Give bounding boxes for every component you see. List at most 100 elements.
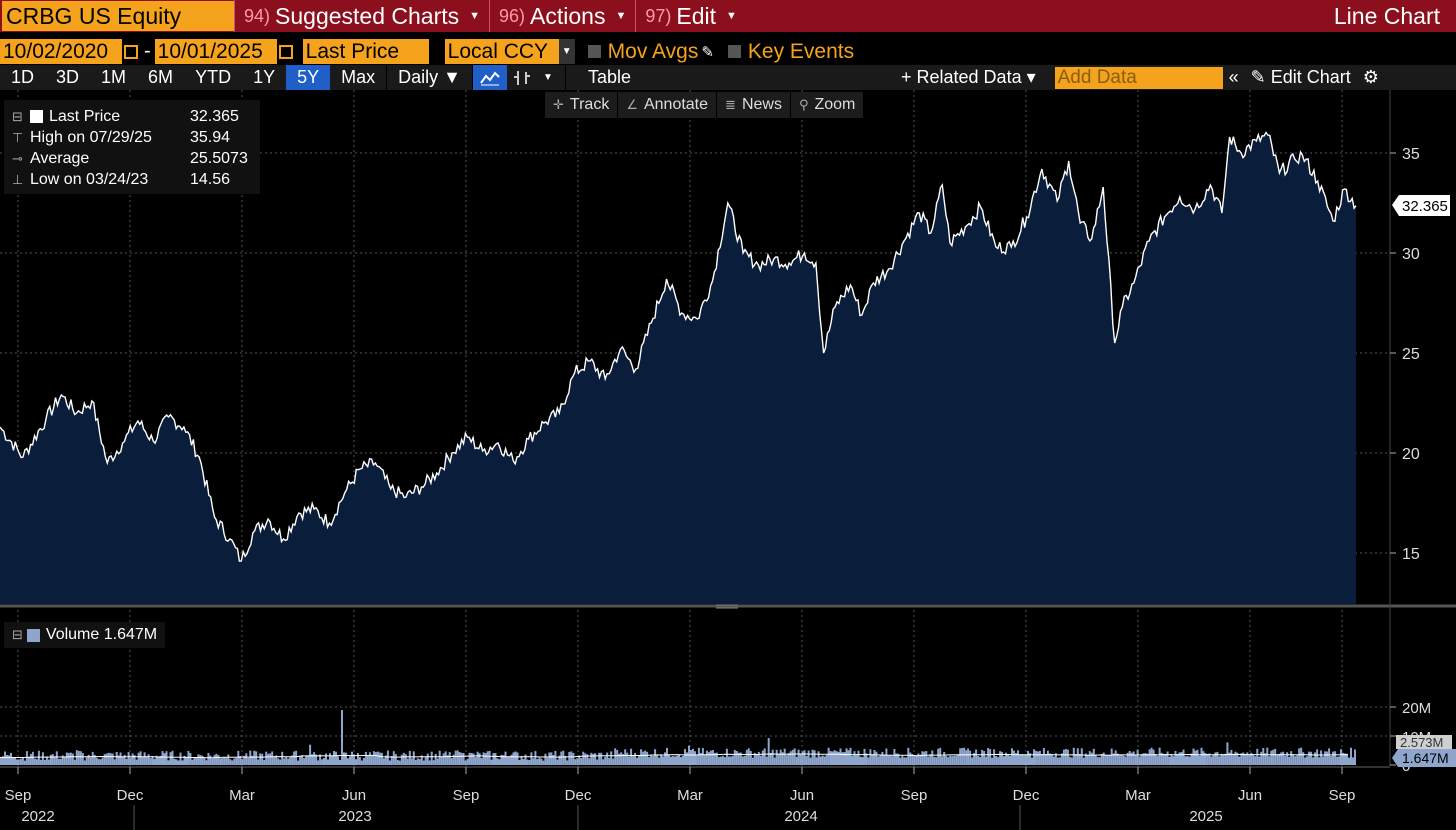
- price-legend[interactable]: ⊟ Last Price 32.365 ⊤ High on 07/29/25 35.…: [4, 100, 260, 194]
- volume-bar: [1124, 756, 1127, 765]
- volume-bar: [1066, 749, 1069, 765]
- chart-type-dropdown[interactable]: ▼: [537, 65, 559, 90]
- volume-bar: [897, 753, 900, 765]
- gear-icon[interactable]: ⚙: [1362, 67, 1379, 87]
- volume-bar: [865, 753, 868, 765]
- start-date-input[interactable]: 10/02/2020: [0, 39, 122, 64]
- volume-bar: [1336, 756, 1339, 765]
- volume-bars: [0, 710, 1356, 765]
- line-chart-icon[interactable]: [472, 65, 507, 90]
- x-tick-label: Sep: [5, 787, 32, 804]
- volume-bar: [1312, 757, 1315, 765]
- volume-bar: [1104, 755, 1107, 765]
- volume-bar: [47, 759, 50, 765]
- price-line: [0, 131, 1357, 562]
- volume-bar: [620, 752, 623, 765]
- volume-bar: [863, 748, 866, 765]
- volume-bar: [584, 753, 587, 765]
- table-button[interactable]: Table: [587, 67, 631, 87]
- volume-bar: [909, 752, 912, 765]
- collapse-icon[interactable]: ⊟: [12, 108, 23, 124]
- zoom-button[interactable]: ⚲ Zoom: [791, 92, 865, 118]
- field-select[interactable]: Last Price: [302, 39, 429, 64]
- period-6m[interactable]: 6M: [148, 67, 174, 87]
- volume-bar: [809, 757, 812, 765]
- pencil-icon[interactable]: ✎: [701, 43, 714, 61]
- frequency-select[interactable]: Daily ▼: [398, 67, 461, 87]
- edit-chart-button[interactable]: ✎ Edit Chart: [1245, 65, 1357, 90]
- volume-bar: [825, 755, 828, 765]
- volume-bar: [1266, 747, 1269, 765]
- volume-bar: [672, 756, 674, 765]
- volume-bar: [147, 754, 150, 765]
- volume-bar: [977, 755, 980, 765]
- volume-bar: [6, 755, 8, 765]
- volume-bar: [1218, 756, 1221, 765]
- related-data-button[interactable]: + Related Data ▾: [901, 67, 1036, 87]
- period-ytd[interactable]: YTD: [195, 67, 232, 87]
- period-max[interactable]: Max: [341, 67, 376, 87]
- volume-last-axis-label: 1.647M: [1402, 750, 1449, 766]
- edit-menu[interactable]: 97) Edit ▼: [635, 0, 746, 32]
- volume-bar: [550, 752, 553, 765]
- volume-bar: [400, 754, 403, 765]
- volume-bar: [486, 751, 489, 765]
- volume-bar: [19, 758, 22, 765]
- mov-avgs-checkbox[interactable]: [587, 45, 601, 58]
- volume-bar: [0, 757, 2, 765]
- volume-bar: [871, 754, 874, 765]
- period-5y[interactable]: 5Y: [286, 65, 331, 90]
- volume-bar: [1168, 756, 1171, 765]
- volume-bar: [1244, 754, 1247, 765]
- chart-area[interactable]: 152025303520M10M0 32.365 2.573M 1.647M S…: [0, 90, 1456, 830]
- volume-bar: [905, 757, 908, 765]
- chevron-down-icon: ▼: [543, 72, 553, 83]
- collapse-icon[interactable]: «: [1228, 67, 1239, 87]
- calendar-icon[interactable]: [277, 43, 294, 60]
- volume-bar: [1116, 753, 1119, 765]
- volume-bar: [159, 755, 162, 765]
- volume-bar: [115, 752, 118, 765]
- volume-bar: [141, 756, 144, 765]
- volume-bar: [945, 755, 948, 765]
- volume-bar: [1058, 757, 1061, 765]
- volume-bar: [534, 751, 537, 765]
- volume-bar: [652, 755, 655, 765]
- volume-bar: [311, 754, 314, 765]
- legend-low-label: Low on 03/24/23: [30, 170, 149, 188]
- bar-chart-icon[interactable]: [507, 65, 537, 90]
- currency-select[interactable]: Local CCY: [444, 39, 559, 64]
- news-button[interactable]: ≣ News: [717, 92, 791, 118]
- key-events-checkbox[interactable]: [727, 45, 741, 58]
- track-button[interactable]: ✛ Track: [545, 92, 619, 118]
- high-marker-icon: ⊤: [12, 129, 24, 145]
- actions-menu[interactable]: 96) Actions ▼: [489, 0, 635, 32]
- volume-bar: [1007, 755, 1009, 765]
- volume-bar: [442, 753, 445, 765]
- chevron-down-icon[interactable]: ▼: [558, 39, 575, 64]
- volume-bar: [1076, 748, 1079, 765]
- volume-bar: [380, 752, 383, 765]
- period-1m[interactable]: 1M: [101, 67, 127, 87]
- volume-legend[interactable]: ⊟ Volume 1.647M: [4, 622, 166, 648]
- end-date-input[interactable]: 10/01/2025: [154, 39, 277, 64]
- volume-bar: [35, 759, 38, 765]
- volume-bar: [775, 749, 778, 765]
- suggested-charts-menu[interactable]: 94) Suggested Charts ▼: [234, 0, 489, 32]
- volume-bar: [241, 758, 244, 765]
- divider: [471, 65, 473, 90]
- annotate-button[interactable]: ∠ Annotate: [618, 92, 718, 118]
- collapse-icon[interactable]: ⊟: [12, 627, 23, 642]
- volume-bar: [801, 751, 804, 765]
- period-3d[interactable]: 3D: [56, 67, 80, 87]
- volume-bar: [755, 754, 758, 765]
- period-1d[interactable]: 1D: [11, 67, 35, 87]
- volume-bar: [1228, 752, 1231, 765]
- volume-bar: [680, 757, 682, 765]
- period-1y[interactable]: 1Y: [253, 67, 276, 87]
- volume-bar: [139, 751, 142, 765]
- ticker-input[interactable]: CRBG US Equity: [2, 1, 234, 31]
- volume-bar: [1180, 752, 1183, 765]
- calendar-icon[interactable]: [123, 43, 139, 60]
- add-data-input[interactable]: Add Data: [1054, 66, 1223, 89]
